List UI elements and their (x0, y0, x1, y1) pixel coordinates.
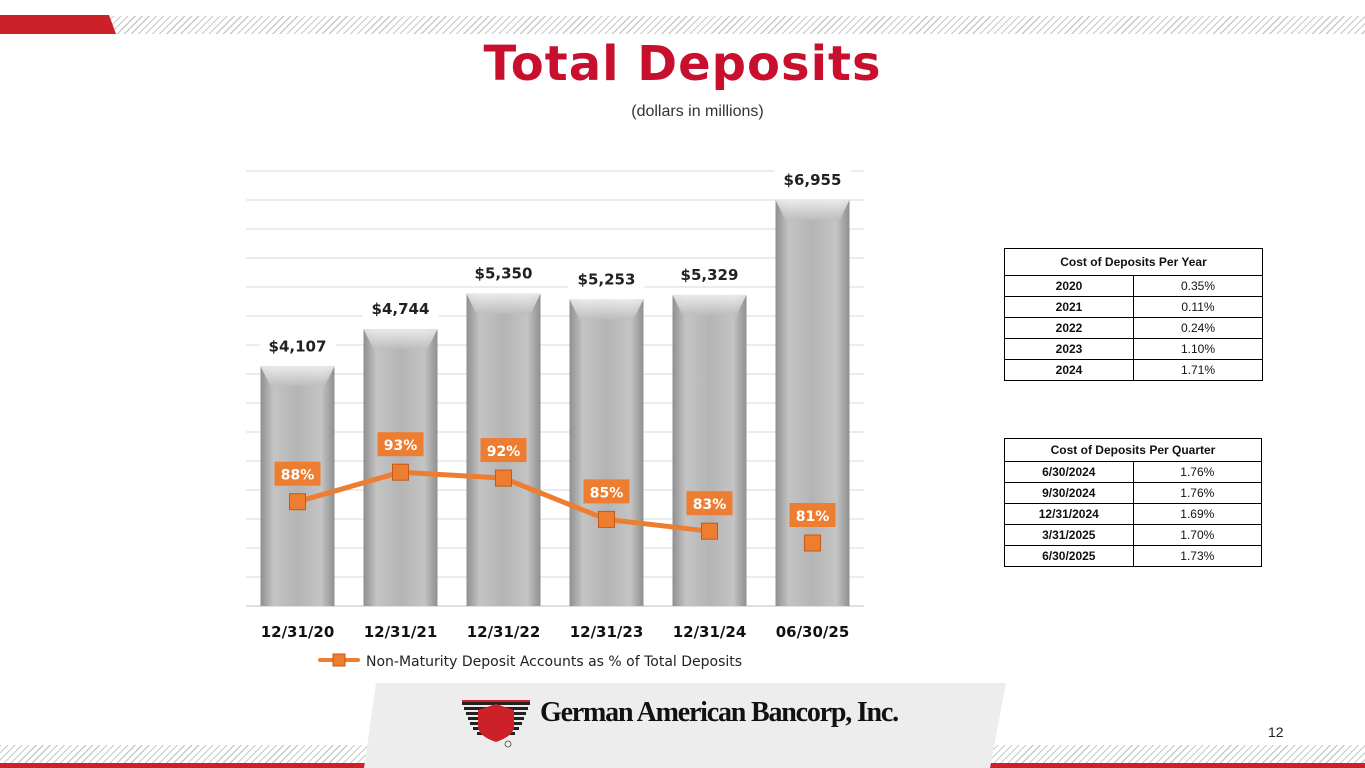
line-point-marker (392, 463, 409, 481)
line-point-marker (495, 469, 512, 487)
non-maturity-line-series: 88% 93% 92% 85% 83% 81% (274, 432, 836, 552)
rate-cell: 1.70% (1132, 524, 1263, 546)
rate-cell: 1.10% (1133, 338, 1263, 360)
header-accent-bar (0, 15, 116, 34)
quarter-cell: 6/30/2025 (1004, 545, 1134, 567)
deposits-chart: $4,107 $4,744 $5,350 $5,253 $5,329 $6,955 12/… (246, 167, 864, 670)
quarter-cell: 9/30/2024 (1004, 482, 1134, 504)
year-cell: 2022 (1004, 317, 1134, 339)
deposit-label-bg (671, 261, 748, 286)
rate-cell: 1.71% (1133, 359, 1263, 381)
table-title: Cost of Deposits Per Year (1004, 248, 1263, 276)
deposit-label-bg (568, 266, 645, 291)
deposit-value-label: $5,350 (475, 265, 533, 283)
table-row: 2024 1.71% (1004, 359, 1263, 381)
table-row: 6/30/2025 1.73% (1004, 545, 1263, 567)
x-tick-label: 12/31/20 (261, 623, 335, 641)
deposit-bar-bevel (466, 293, 541, 314)
deposit-value-label: $4,107 (269, 337, 327, 355)
footer-logo-band (364, 683, 1006, 768)
percent-label-bg (377, 432, 424, 457)
x-tick-label: 12/31/21 (364, 623, 438, 641)
table-row: 2020 0.35% (1004, 275, 1263, 297)
percent-label-bg (789, 503, 836, 527)
year-cell: 2024 (1004, 359, 1134, 381)
rate-cell: 1.73% (1132, 545, 1263, 567)
slide-title: Total Deposits (483, 36, 882, 92)
line-point-marker (289, 493, 306, 511)
x-tick-label: 12/31/22 (467, 623, 541, 641)
line-point-marker (598, 510, 615, 528)
line-point-marker (701, 522, 718, 540)
table-row: 2023 1.10% (1004, 338, 1263, 360)
x-axis-tick-labels: 12/31/20 12/31/21 12/31/22 12/31/23 12/31/24… (261, 623, 850, 641)
deposit-label-bg (465, 260, 542, 285)
brand-wordmark: German American Bancorp, Inc. (540, 697, 899, 728)
deposit-bar (569, 299, 644, 606)
x-tick-label: 12/31/24 (673, 623, 747, 641)
percent-label: 83% (693, 497, 727, 513)
deposit-value-label: $6,955 (784, 171, 842, 189)
table-row: 2021 0.11% (1004, 296, 1263, 318)
legend-label: Non-Maturity Deposit Accounts as % of To… (366, 654, 742, 670)
table-row: 9/30/2024 1.76% (1004, 482, 1263, 504)
percent-label: 92% (487, 444, 521, 460)
table-row: 12/31/2024 1.69% (1004, 503, 1263, 525)
deposit-bar (260, 366, 335, 606)
rate-cell: 0.24% (1133, 317, 1263, 339)
table-row: 3/31/2025 1.70% (1004, 524, 1263, 546)
percent-label: 85% (590, 485, 624, 501)
chart-gridlines (246, 170, 864, 578)
table-row: 2022 0.24% (1004, 317, 1263, 339)
deposit-bar-bevel (260, 366, 335, 387)
rate-cell: 1.76% (1132, 482, 1263, 504)
quarter-cell: 6/30/2024 (1004, 461, 1134, 483)
slide-subtitle: (dollars in millions) (631, 103, 764, 120)
cost-per-quarter-table: Cost of Deposits Per Quarter 6/30/2024 1.… (1004, 438, 1263, 567)
quarter-cell: 3/31/2025 (1004, 524, 1134, 546)
percent-label: 88% (281, 468, 315, 484)
year-cell: 2021 (1004, 296, 1134, 318)
x-tick-label: 06/30/25 (776, 623, 850, 641)
percent-label-bg (583, 479, 630, 504)
deposit-bar (672, 294, 747, 606)
deposit-value-label: $5,329 (681, 266, 739, 284)
bank-logo-icon (462, 700, 530, 748)
header-hatch-band (0, 16, 1365, 34)
deposit-label-bg (774, 167, 851, 191)
deposit-value-label: $5,253 (578, 270, 636, 288)
rate-cell: 1.76% (1132, 461, 1263, 483)
table-row: 6/30/2024 1.76% (1004, 461, 1263, 483)
percent-label-bg (686, 491, 733, 516)
percent-label: 81% (796, 509, 830, 525)
x-tick-label: 12/31/23 (570, 623, 644, 641)
percent-label-bg (480, 438, 527, 463)
rate-cell: 0.11% (1133, 296, 1263, 318)
quarter-cell: 12/31/2024 (1004, 503, 1134, 525)
rate-cell: 1.69% (1132, 503, 1263, 525)
table-title: Cost of Deposits Per Quarter (1004, 438, 1262, 462)
deposit-label-bg (259, 333, 336, 358)
year-cell: 2020 (1004, 275, 1134, 297)
deposit-bar-bevel (363, 329, 438, 350)
deposit-value-labels: $4,107 $4,744 $5,350 $5,253 $5,329 $6,955 (259, 167, 851, 358)
deposit-value-label: $4,744 (372, 300, 430, 318)
deposit-label-bg (362, 296, 439, 321)
cost-per-year-table: Cost of Deposits Per Year 2020 0.35% 2021… (1004, 248, 1263, 381)
year-cell: 2023 (1004, 338, 1134, 360)
legend-marker-swatch (332, 653, 346, 667)
page-number: 12 (1268, 724, 1284, 740)
table-header-row: Cost of Deposits Per Year (1004, 248, 1263, 276)
rate-cell: 0.35% (1133, 275, 1263, 297)
line-point-marker (804, 534, 821, 552)
deposit-bar-bevel (672, 294, 747, 315)
table-header-row: Cost of Deposits Per Quarter (1004, 438, 1262, 462)
deposit-bar-bevel (569, 299, 644, 320)
percent-label-bg (274, 461, 321, 486)
percent-label: 93% (384, 438, 418, 454)
deposit-bar-bevel (775, 200, 850, 220)
chart-legend: Non-Maturity Deposit Accounts as % of To… (318, 653, 742, 670)
